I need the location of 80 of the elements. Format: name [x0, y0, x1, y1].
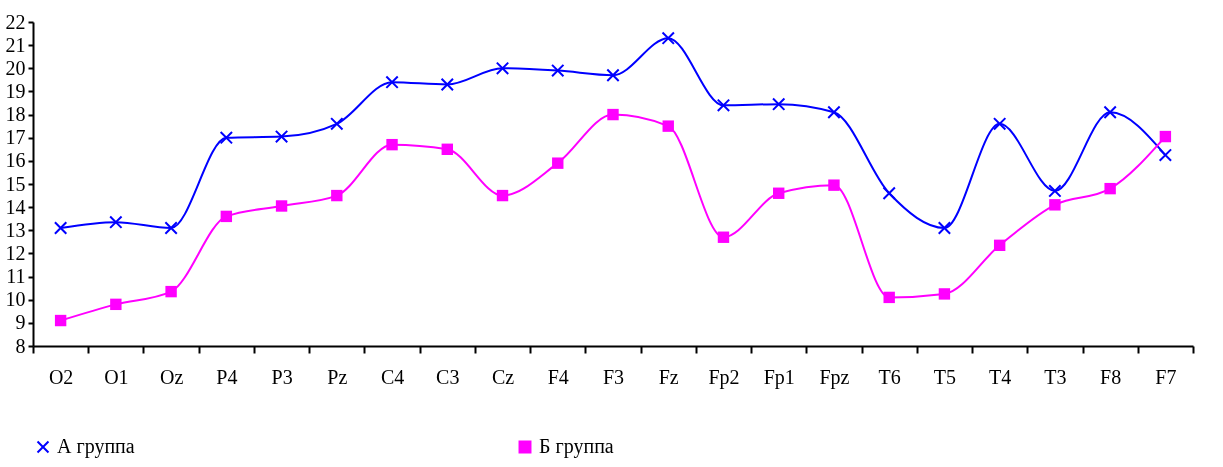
x-tick-label: Cz — [491, 365, 515, 388]
point — [607, 108, 619, 121]
point — [937, 221, 952, 235]
point — [827, 105, 841, 119]
point — [109, 215, 123, 229]
point — [773, 187, 785, 199]
x-tick-label: F7 — [1155, 365, 1177, 388]
x-tick-label: F8 — [1100, 365, 1122, 388]
point — [1159, 130, 1172, 143]
x-tick-label: O1 — [104, 365, 129, 388]
point — [993, 239, 1006, 252]
point — [938, 288, 951, 300]
x-tick-label: P3 — [271, 365, 293, 388]
point — [53, 221, 68, 235]
y-tick-label: 15 — [5, 172, 26, 195]
y-tick-label: 10 — [5, 288, 26, 311]
point — [219, 131, 234, 145]
point — [275, 200, 288, 212]
x-tick-label: Oz — [159, 365, 184, 388]
point — [1103, 105, 1117, 119]
point — [330, 117, 344, 131]
point — [440, 77, 454, 92]
point — [496, 189, 509, 202]
point — [717, 231, 730, 243]
y-tick-label: 20 — [5, 56, 26, 79]
point — [716, 98, 731, 113]
point — [662, 120, 674, 132]
point — [165, 285, 177, 298]
point — [1104, 182, 1116, 195]
point — [386, 138, 398, 151]
point — [1049, 199, 1061, 211]
point — [220, 210, 233, 223]
legend-label: А группа — [57, 435, 135, 458]
point — [882, 186, 896, 200]
point — [828, 179, 840, 191]
x-tick-label: O2 — [48, 365, 74, 388]
y-tick-label: 11 — [6, 265, 26, 288]
point — [274, 129, 289, 144]
point — [331, 189, 343, 202]
point — [1048, 184, 1062, 198]
y-tick-label: 16 — [5, 149, 26, 172]
x-tick-label: F4 — [547, 365, 569, 388]
x-tick-label: T3 — [1044, 365, 1067, 388]
x-tick-label: Fz — [658, 365, 679, 388]
x-tick-label: Fp2 — [708, 365, 740, 389]
point — [54, 314, 67, 327]
y-tick-label: 8 — [15, 334, 26, 357]
point — [552, 157, 564, 169]
point — [551, 63, 565, 78]
point — [661, 31, 675, 45]
x-tick-label: C4 — [380, 365, 405, 388]
point — [164, 221, 178, 235]
point — [110, 298, 122, 311]
y-tick-label: 13 — [5, 218, 26, 241]
point — [772, 97, 786, 111]
x-tick-label: Pz — [327, 365, 348, 388]
y-tick-label: 9 — [15, 311, 26, 334]
y-tick-label: 14 — [5, 195, 26, 218]
x-tick-label: C3 — [436, 365, 460, 388]
x-tick-label: T6 — [878, 365, 901, 388]
y-tick-label: 12 — [5, 241, 26, 264]
point — [992, 117, 1007, 131]
x-tick-label: P4 — [216, 365, 238, 388]
point — [606, 68, 620, 82]
point — [883, 291, 895, 304]
point — [495, 61, 510, 75]
y-tick-label: 17 — [5, 126, 26, 149]
x-tick-label: T5 — [933, 365, 957, 388]
y-tick-label: 19 — [5, 79, 26, 102]
point — [441, 143, 453, 155]
x-tick-label: Fp1 — [763, 365, 795, 389]
point — [1158, 148, 1173, 162]
x-tick-label: F3 — [602, 365, 625, 388]
x-tick-label: Fpz — [819, 365, 850, 389]
y-tick-label: 21 — [5, 33, 26, 56]
legend-label: Б группа — [539, 435, 614, 458]
y-tick-label: 22 — [5, 10, 26, 33]
x-tick-label: T4 — [989, 365, 1012, 388]
point — [385, 75, 399, 89]
y-tick-label: 18 — [5, 103, 26, 126]
